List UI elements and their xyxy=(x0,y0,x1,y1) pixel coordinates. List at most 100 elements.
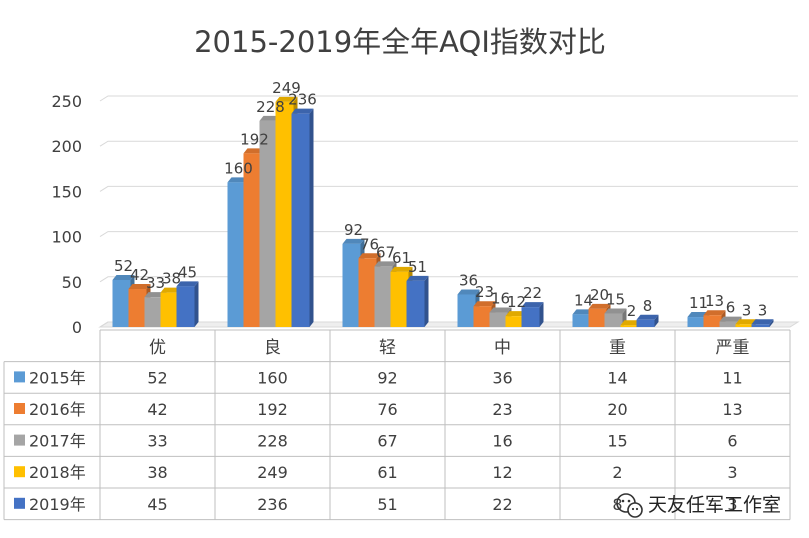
bar-top xyxy=(112,274,135,280)
data-label: 16 xyxy=(491,290,510,308)
bar-top xyxy=(406,275,429,281)
data-label: 15 xyxy=(606,290,625,308)
table-cell: 76 xyxy=(377,400,397,419)
table-cell: 160 xyxy=(257,368,288,387)
data-label: 236 xyxy=(288,91,317,109)
data-table: 优良轻中重严重2015年 52 160 92 36 14 112016年 42 192 76 23 2… xyxy=(3,329,791,521)
bar-front xyxy=(144,297,163,327)
data-label: 12 xyxy=(507,293,526,311)
legend-label: 2019年 xyxy=(29,495,86,514)
bar-top xyxy=(751,319,774,325)
bar xyxy=(489,307,512,327)
data-label: 14 xyxy=(574,291,593,309)
table-cell: 249 xyxy=(257,463,288,482)
y-tick-label: 250 xyxy=(51,92,82,111)
bar-front xyxy=(489,312,508,327)
bar-front xyxy=(160,292,179,327)
bar-top xyxy=(358,253,381,259)
bar xyxy=(473,301,496,327)
data-label: 22 xyxy=(523,284,542,302)
bar-top xyxy=(374,261,397,267)
bar-top xyxy=(291,108,314,114)
data-label: 52 xyxy=(114,257,133,275)
bar xyxy=(521,302,544,327)
bar-top xyxy=(604,308,627,314)
bar-top xyxy=(473,301,496,307)
bar xyxy=(636,314,659,327)
data-label: 8 xyxy=(643,297,653,315)
bar-front xyxy=(735,324,754,327)
bar-side xyxy=(309,108,314,327)
category-label: 良 xyxy=(264,338,281,358)
y-axis-ticks: 0 50 100 150 200 250 xyxy=(51,92,82,337)
table-cell: 36 xyxy=(492,368,512,387)
data-label: 11 xyxy=(689,294,708,312)
data-label: 42 xyxy=(130,266,149,284)
table-cell: 42 xyxy=(147,400,167,419)
bar-front xyxy=(342,243,361,327)
bar-top xyxy=(176,281,199,287)
data-label: 67 xyxy=(376,243,395,261)
data-label: 61 xyxy=(392,249,411,267)
bars xyxy=(112,96,774,328)
gridline xyxy=(99,95,798,102)
bar-top xyxy=(489,307,512,313)
table-cell: 20 xyxy=(607,400,627,419)
bar-front xyxy=(358,258,377,327)
bar-front xyxy=(275,101,294,328)
bar-top xyxy=(735,319,758,325)
legend-swatch xyxy=(14,371,25,383)
data-label: 3 xyxy=(758,301,768,319)
table-cell: 3 xyxy=(727,463,737,482)
legend-label: 2016年 xyxy=(29,400,86,419)
table-cell: 6 xyxy=(727,432,737,451)
bar-top xyxy=(275,96,298,102)
data-label: 2 xyxy=(627,302,637,320)
watermark: 天友任军工作室 xyxy=(616,493,781,518)
bar-front xyxy=(259,120,278,327)
table-cell: 236 xyxy=(257,495,288,514)
category-label: 重 xyxy=(609,338,626,358)
bar-front xyxy=(521,307,540,327)
table-cell: 92 xyxy=(377,368,397,387)
data-label: 228 xyxy=(256,98,285,116)
bar xyxy=(291,108,314,327)
data-label: 249 xyxy=(272,79,301,97)
data-label: 23 xyxy=(475,283,494,301)
data-label: 3 xyxy=(742,301,752,319)
category-label: 严重 xyxy=(716,338,750,358)
bar-front xyxy=(176,286,195,327)
table-cell: 33 xyxy=(147,432,167,451)
bar-front xyxy=(751,324,770,327)
gridline xyxy=(99,231,798,238)
bar-front xyxy=(572,314,591,327)
legend-label: 2017年 xyxy=(29,432,86,451)
table-cell: 228 xyxy=(257,432,288,451)
data-labels: 5242333845160192228249236927667615136231… xyxy=(114,79,767,320)
legend-swatch xyxy=(14,434,25,446)
table-cell: 61 xyxy=(377,463,397,482)
gridline xyxy=(99,140,798,147)
bar xyxy=(406,275,429,327)
bar xyxy=(176,281,199,327)
data-label: 51 xyxy=(408,258,427,276)
bar-top xyxy=(390,266,413,272)
bar-front xyxy=(588,308,607,327)
bar-top xyxy=(588,303,611,309)
bar-front xyxy=(703,315,722,327)
y-tick-label: 50 xyxy=(62,273,82,292)
bar-front xyxy=(505,316,524,327)
bar-side xyxy=(194,281,199,327)
bar-front xyxy=(390,271,409,327)
data-label: 45 xyxy=(178,263,197,281)
table-cell: 51 xyxy=(377,495,397,514)
bar-front xyxy=(291,113,310,327)
table-cell: 38 xyxy=(147,463,167,482)
wechat-icon xyxy=(616,493,643,518)
table-cell: 45 xyxy=(147,495,167,514)
table-cell: 15 xyxy=(607,432,627,451)
table-cell: 192 xyxy=(257,400,288,419)
bar-top xyxy=(703,310,726,316)
data-label: 92 xyxy=(344,221,363,239)
